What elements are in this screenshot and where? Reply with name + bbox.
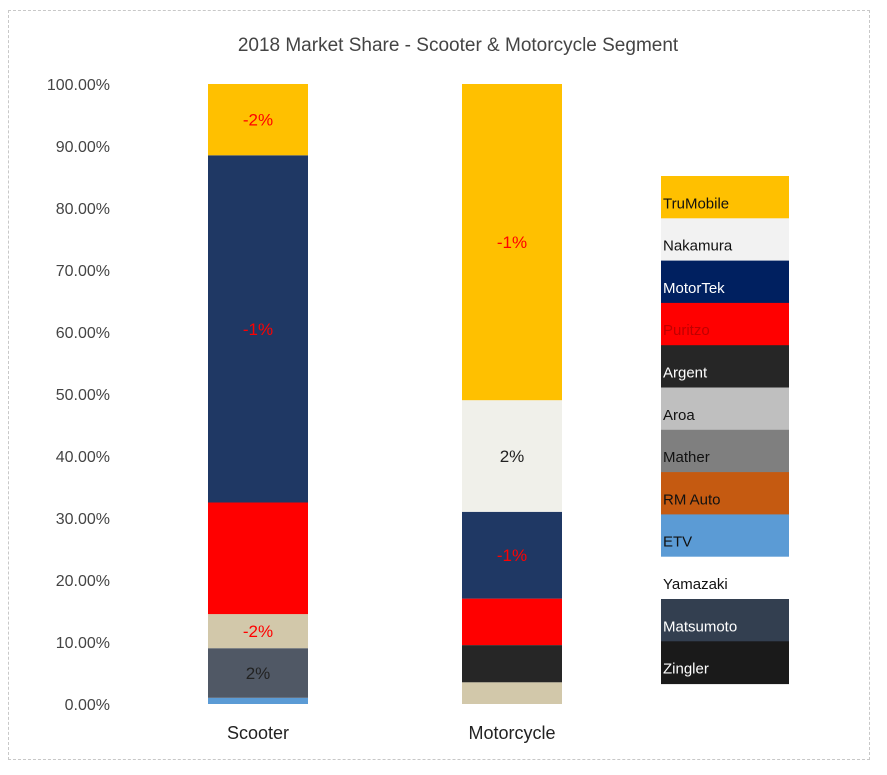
data-label: -2% [243, 111, 273, 130]
y-axis-ticks: 0.00% 10.00% 20.00% 30.00% 40.00% 50.00% 60.00… [47, 77, 110, 714]
legend-label: ETV [663, 534, 692, 551]
legend-label: Nakamura [663, 238, 733, 255]
x-tick-label: Motorcycle [468, 723, 555, 743]
bars [208, 84, 562, 704]
legend-swatch [661, 218, 789, 262]
y-tick-label: 20.00% [56, 573, 110, 590]
y-tick-label: 10.00% [56, 635, 110, 652]
legend-swatch [661, 641, 789, 685]
y-tick-label: 90.00% [56, 139, 110, 156]
y-tick-label: 40.00% [56, 449, 110, 466]
bar-segment [208, 502, 308, 615]
data-label: -2% [243, 622, 273, 641]
data-labels: -2% -1% -2% 2% -1% 2% -1% [243, 111, 527, 683]
legend-swatch [661, 556, 789, 600]
bar-segment [462, 400, 562, 512]
legend-label: MotorTek [663, 280, 725, 297]
legend-label: RM Auto [663, 491, 721, 508]
legend-swatch [661, 302, 789, 346]
legend-label: Mather [663, 449, 710, 466]
data-label: -1% [497, 546, 527, 565]
legend-label: TruMobile [663, 195, 729, 212]
bar-segment [462, 598, 562, 646]
y-tick-label: 50.00% [56, 387, 110, 404]
data-label: -1% [497, 233, 527, 252]
bar-segment [462, 682, 562, 704]
bar-segment [462, 511, 562, 599]
bar-segment [208, 697, 308, 704]
data-label: 2% [500, 447, 525, 466]
bar-segment [208, 648, 308, 698]
legend-label: Matsumoto [663, 618, 737, 635]
legend-label: Puritzo [663, 322, 710, 339]
legend-swatch [661, 472, 789, 515]
y-tick-label: 0.00% [65, 697, 110, 714]
bar-segment [462, 645, 562, 683]
legend-swatch [661, 514, 789, 558]
y-tick-label: 80.00% [56, 201, 110, 218]
legend-swatch [661, 599, 789, 642]
legend-label: Yamazaki [663, 576, 728, 593]
data-label: -1% [243, 320, 273, 339]
x-axis-ticks: Scooter Motorcycle [227, 723, 556, 743]
chart-title: 2018 Market Share - Scooter & Motorcycle… [238, 35, 679, 56]
legend-label: Zingler [663, 661, 709, 678]
legend-swatch [661, 387, 789, 431]
y-tick-label: 60.00% [56, 325, 110, 342]
y-tick-label: 70.00% [56, 263, 110, 280]
legend-swatch [661, 176, 789, 219]
bar-segment [462, 84, 562, 401]
legend-swatch [661, 260, 789, 304]
bar-segment [208, 155, 308, 503]
legend-label: Argent [663, 365, 708, 382]
bar-segment [208, 614, 308, 649]
legend-swatch [661, 429, 789, 473]
legend-swatch [661, 345, 789, 388]
legend-label: Aroa [663, 407, 695, 424]
y-tick-label: 100.00% [47, 77, 110, 94]
legend: TruMobile Nakamura MotorTek Puritzo Argent Ar… [661, 176, 789, 685]
bar-segment [208, 84, 308, 156]
chart-frame [8, 10, 870, 760]
x-tick-label: Scooter [227, 723, 289, 743]
y-tick-label: 30.00% [56, 511, 110, 528]
data-label: 2% [246, 664, 271, 683]
